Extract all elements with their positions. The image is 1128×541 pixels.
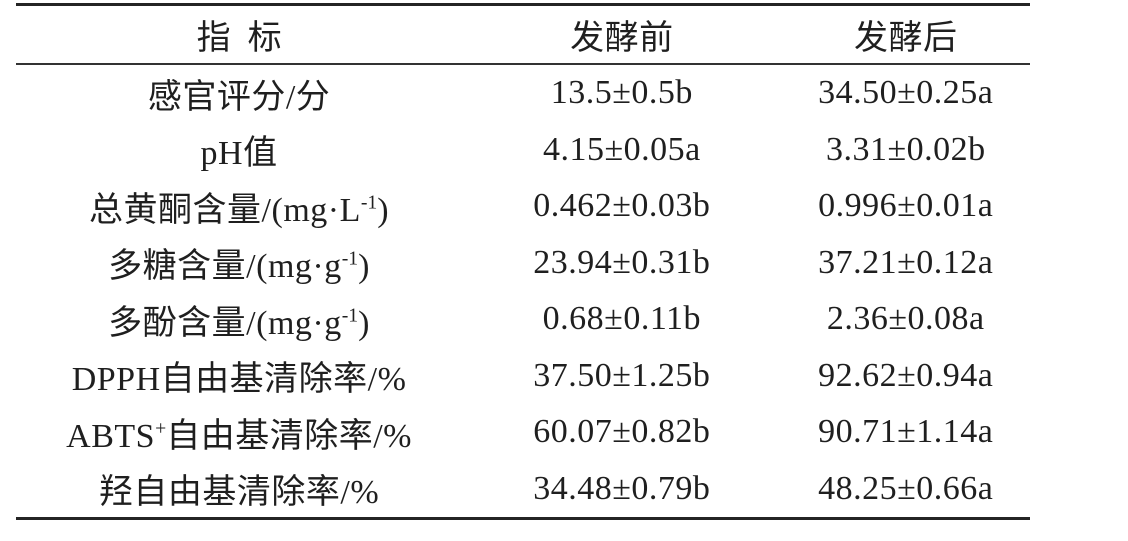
table-row: ABTS+自由基清除率/% 60.07±0.82b 90.71±1.14a (16, 404, 1030, 461)
column-header-before: 发酵前 (462, 4, 782, 65)
indicator-label-text: pH值 (200, 135, 278, 173)
after-value-cell: 3.31±0.02b (825, 130, 986, 168)
after-value-cell: 0.996±0.01a (818, 187, 994, 225)
superscript: + (155, 417, 167, 440)
indicator-cell: pH值 (16, 122, 462, 179)
indicator-cell: 感官评分/分 (16, 64, 462, 122)
before-value-cell: 37.50±1.25b (533, 356, 711, 394)
indicator-cell: DPPH自由基清除率/% (16, 348, 462, 405)
indicator-label-text: DPPH自由基清除率/% (71, 361, 407, 399)
before-value-cell: 0.68±0.11b (542, 300, 702, 338)
before-value-cell: 60.07±0.82b (533, 413, 711, 451)
superscript: -1 (360, 191, 378, 214)
indicator-label-text: 总黄酮含量/(mg·L (89, 191, 361, 229)
before-value-cell: 4.15±0.05a (542, 130, 701, 168)
table-body: 感官评分/分 13.5±0.5b 34.50±0.25a pH值 4.15±0.05a 3… (16, 64, 1030, 519)
superscript: -1 (341, 304, 359, 327)
fermentation-comparison-table: 指标 发酵前 发酵后 感官评分/分 13.5±0.5b 34.50±0.25a pH值… (16, 3, 1030, 520)
column-header-before-label: 发酵前 (570, 20, 674, 57)
indicator-cell: 多酚含量/(mg·g-1) (16, 291, 462, 348)
table-row: DPPH自由基清除率/% 37.50±1.25b 92.62±0.94a (16, 348, 1030, 405)
table-row: 羟自由基清除率/% 34.48±0.79b 48.25±0.66a (16, 461, 1030, 519)
after-value-cell: 90.71±1.14a (818, 413, 994, 451)
column-header-indicator-label: 指标 (196, 20, 299, 57)
before-value-cell: 34.48±0.79b (533, 469, 711, 507)
indicator-label-text: 自由基清除率/% (166, 417, 412, 455)
indicator-cell: 羟自由基清除率/% (16, 461, 462, 519)
column-header-indicator: 指标 (16, 4, 463, 65)
column-header-after-label: 发酵后 (854, 20, 958, 57)
before-value-cell: 23.94±0.31b (533, 243, 711, 281)
after-value-cell: 2.36±0.08a (826, 300, 985, 338)
indicator-label-text: ) (377, 191, 390, 229)
table-row: 多酚含量/(mg·g-1) 0.68±0.11b 2.36±0.08a (16, 291, 1030, 348)
after-value-cell: 34.50±0.25a (818, 74, 994, 112)
table-row: 感官评分/分 13.5±0.5b 34.50±0.25a (16, 64, 1030, 122)
column-header-after: 发酵后 (781, 4, 1030, 65)
after-value-cell: 48.25±0.66a (818, 469, 994, 507)
superscript: -1 (341, 247, 359, 270)
table-row: 总黄酮含量/(mg·L-1) 0.462±0.03b 0.996±0.01a (16, 178, 1030, 235)
indicator-label-text: ABTS (66, 417, 156, 455)
indicator-label-text: 感官评分/分 (147, 78, 331, 116)
before-value-cell: 0.462±0.03b (533, 187, 711, 225)
indicator-label-text: 多糖含量/(mg·g (108, 248, 342, 286)
table-row: pH值 4.15±0.05a 3.31±0.02b (16, 122, 1030, 179)
indicator-cell: ABTS+自由基清除率/% (16, 404, 462, 461)
indicator-label-text: ) (358, 248, 370, 286)
after-value-cell: 37.21±0.12a (818, 243, 994, 281)
indicator-label-text: 羟自由基清除率/% (98, 474, 380, 512)
after-value-cell: 92.62±0.94a (818, 356, 994, 394)
table-header-row: 指标 发酵前 发酵后 (16, 4, 1030, 65)
indicator-cell: 总黄酮含量/(mg·L-1) (16, 178, 462, 235)
before-value-cell: 13.5±0.5b (550, 74, 693, 112)
table-row: 多糖含量/(mg·g-1) 23.94±0.31b 37.21±0.12a (16, 235, 1030, 292)
indicator-label-text: 多酚含量/(mg·g (108, 304, 342, 342)
indicator-label-text: ) (358, 304, 370, 342)
indicator-cell: 多糖含量/(mg·g-1) (16, 235, 462, 292)
